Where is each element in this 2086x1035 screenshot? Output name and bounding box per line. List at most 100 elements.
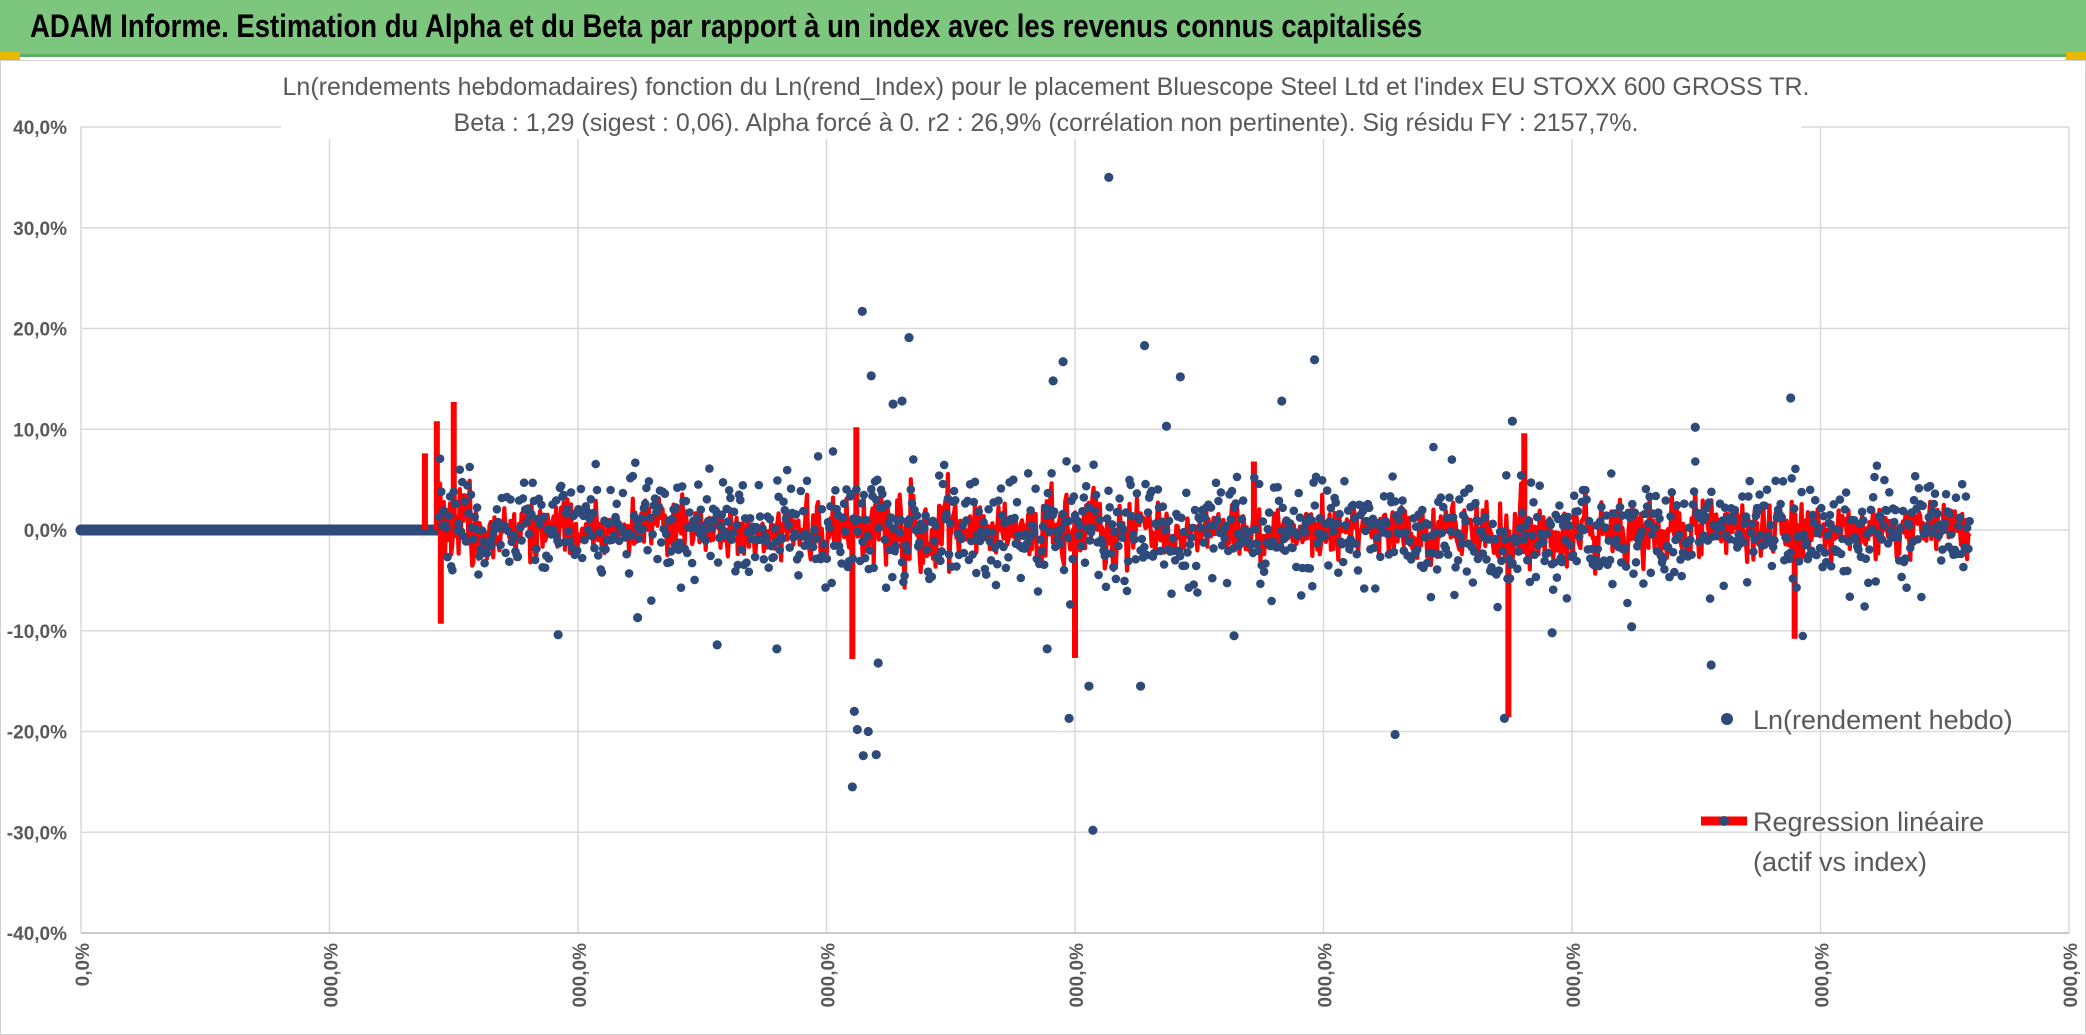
data-point bbox=[1285, 519, 1295, 528]
data-point bbox=[744, 567, 754, 577]
data-point bbox=[1079, 493, 1089, 502]
data-point bbox=[1955, 513, 1964, 522]
data-point bbox=[1524, 516, 1533, 525]
data-point bbox=[1891, 505, 1900, 515]
data-point bbox=[676, 583, 686, 592]
data-point bbox=[1739, 538, 1748, 547]
data-point bbox=[1012, 497, 1022, 507]
y-tick-label: -40,0% bbox=[7, 924, 67, 945]
data-point bbox=[1111, 574, 1121, 584]
data-point bbox=[1331, 498, 1341, 507]
data-point bbox=[860, 553, 870, 563]
data-point bbox=[1820, 548, 1830, 557]
data-point bbox=[972, 568, 981, 578]
data-point bbox=[1214, 496, 1223, 506]
data-point bbox=[572, 546, 582, 555]
data-point bbox=[728, 528, 738, 538]
data-point bbox=[1798, 631, 1808, 641]
data-point bbox=[1203, 530, 1212, 539]
data-point-outlier bbox=[888, 399, 898, 409]
data-point bbox=[1456, 532, 1465, 541]
data-point-outlier bbox=[858, 751, 868, 761]
data-point-outlier bbox=[1058, 357, 1068, 367]
data-point bbox=[1513, 564, 1522, 574]
data-point bbox=[618, 488, 628, 498]
data-point bbox=[1834, 526, 1843, 535]
data-point bbox=[1956, 549, 1966, 559]
data-point bbox=[1413, 545, 1422, 554]
data-point bbox=[1550, 558, 1559, 567]
data-point bbox=[1909, 495, 1919, 505]
data-point bbox=[853, 527, 862, 536]
data-point bbox=[1334, 568, 1343, 577]
data-point bbox=[1127, 511, 1137, 521]
data-point bbox=[1221, 521, 1231, 530]
data-point bbox=[1329, 527, 1338, 536]
data-point bbox=[888, 572, 897, 582]
data-point bbox=[946, 518, 955, 528]
data-point bbox=[827, 578, 836, 588]
data-point bbox=[1749, 547, 1758, 557]
data-point-outlier bbox=[1690, 422, 1700, 432]
data-point bbox=[905, 514, 914, 524]
data-point bbox=[640, 499, 650, 509]
data-point bbox=[1623, 598, 1632, 608]
chart-subtitle: Beta : 1,29 (sigest : 0,06). Alpha forcé… bbox=[454, 109, 1639, 137]
data-point bbox=[1768, 542, 1778, 552]
data-point-outlier bbox=[1175, 372, 1185, 382]
data-point bbox=[645, 513, 655, 523]
data-point bbox=[631, 458, 640, 468]
data-point bbox=[628, 471, 638, 481]
data-point bbox=[1398, 496, 1407, 505]
data-point bbox=[650, 494, 660, 503]
data-point bbox=[1658, 554, 1668, 563]
data-point bbox=[537, 500, 546, 510]
data-point bbox=[897, 557, 907, 567]
data-point bbox=[839, 499, 849, 509]
data-point bbox=[1518, 508, 1527, 517]
data-point bbox=[1845, 592, 1855, 601]
legend: Ln(rendement hebdo) Regression linéaire … bbox=[1701, 705, 2013, 877]
data-point bbox=[1514, 547, 1523, 556]
data-point bbox=[1193, 588, 1202, 597]
data-point bbox=[1442, 513, 1452, 522]
data-point bbox=[802, 476, 812, 486]
data-point bbox=[780, 505, 790, 515]
data-point bbox=[1332, 518, 1342, 528]
data-point bbox=[1237, 514, 1247, 524]
data-point bbox=[883, 499, 892, 509]
data-point bbox=[1797, 487, 1806, 497]
data-point bbox=[559, 490, 568, 500]
data-point bbox=[477, 526, 487, 535]
data-point-outlier bbox=[1088, 825, 1098, 835]
data-point bbox=[1720, 503, 1730, 512]
data-point bbox=[1841, 488, 1851, 497]
data-point bbox=[854, 515, 864, 525]
data-point bbox=[460, 496, 470, 506]
data-point-outlier bbox=[1277, 396, 1287, 406]
data-point bbox=[1222, 578, 1232, 588]
data-point bbox=[745, 514, 755, 523]
data-point bbox=[1037, 546, 1047, 556]
data-point-outlier bbox=[1627, 622, 1637, 632]
data-point bbox=[1117, 533, 1127, 542]
data-point bbox=[449, 487, 459, 497]
data-point bbox=[1376, 552, 1385, 562]
data-point bbox=[1451, 563, 1460, 572]
data-point bbox=[442, 523, 451, 533]
data-point bbox=[906, 485, 916, 494]
data-point bbox=[1069, 492, 1079, 501]
data-point bbox=[565, 537, 575, 546]
data-point bbox=[1523, 555, 1532, 565]
data-point bbox=[1587, 544, 1596, 554]
data-point bbox=[1300, 528, 1310, 537]
data-point bbox=[1188, 523, 1197, 533]
data-point bbox=[1359, 584, 1369, 593]
data-point bbox=[1159, 560, 1169, 569]
data-point bbox=[1954, 521, 1963, 531]
data-point bbox=[1864, 578, 1873, 588]
data-point bbox=[1557, 557, 1567, 567]
data-point bbox=[1901, 554, 1910, 563]
data-point bbox=[1379, 492, 1389, 501]
data-point-outlier bbox=[866, 371, 876, 381]
